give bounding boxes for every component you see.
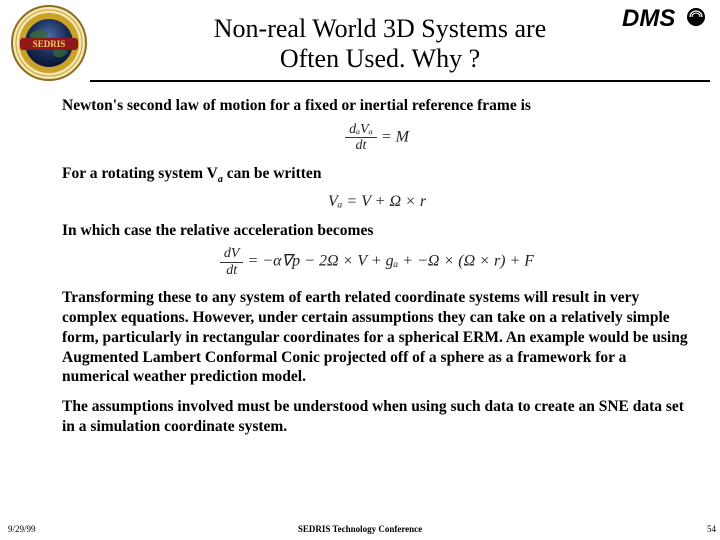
title-line-2: Often Used. Why ? [280,44,480,73]
equation-3: dV dt = −α∇p − 2Ω × V + gₐ + −Ω × (Ω × r… [62,246,692,278]
paragraph-1: Newton's second law of motion for a fixe… [62,96,692,116]
paragraph-2: For a rotating system Va can be written [62,164,692,187]
sedris-logo-text: SEDRIS [33,39,66,49]
title-line-1: Non-real World 3D Systems are [214,14,546,43]
paragraph-4: Transforming these to any system of eart… [62,288,692,387]
p2-post: can be written [223,165,322,182]
dms-logo: DMS [622,4,710,34]
slide-title: Non-real World 3D Systems are Often Used… [90,0,710,74]
eq2-text: Vₐ = V + Ω × r [328,193,426,211]
eq1-numerator: dₐVₐ [345,122,377,138]
eq3-denominator: dt [220,263,244,278]
slide-body: Newton's second law of motion for a fixe… [0,82,720,437]
slide-header: SEDRIS Non-real World 3D Systems are Oft… [90,0,710,82]
footer-page-number: 54 [707,524,716,534]
eq1-rhs: = M [377,128,409,145]
paragraph-5: The assumptions involved must be underst… [62,397,692,437]
footer-conference: SEDRIS Technology Conference [0,524,720,534]
equation-1: dₐVₐ dt = M [62,122,692,154]
sedris-logo: SEDRIS [10,4,88,82]
eq3-rhs: = −α∇p − 2Ω × V + gₐ + −Ω × (Ω × r) + F [243,253,534,270]
eq1-denominator: dt [345,138,377,153]
equation-2: Vₐ = V + Ω × r [62,193,692,211]
eq3-numerator: dV [220,246,244,262]
dms-logo-text: DMS [622,5,675,32]
p2-pre: For a rotating system V [62,165,218,182]
paragraph-3: In which case the relative acceleration … [62,221,692,241]
